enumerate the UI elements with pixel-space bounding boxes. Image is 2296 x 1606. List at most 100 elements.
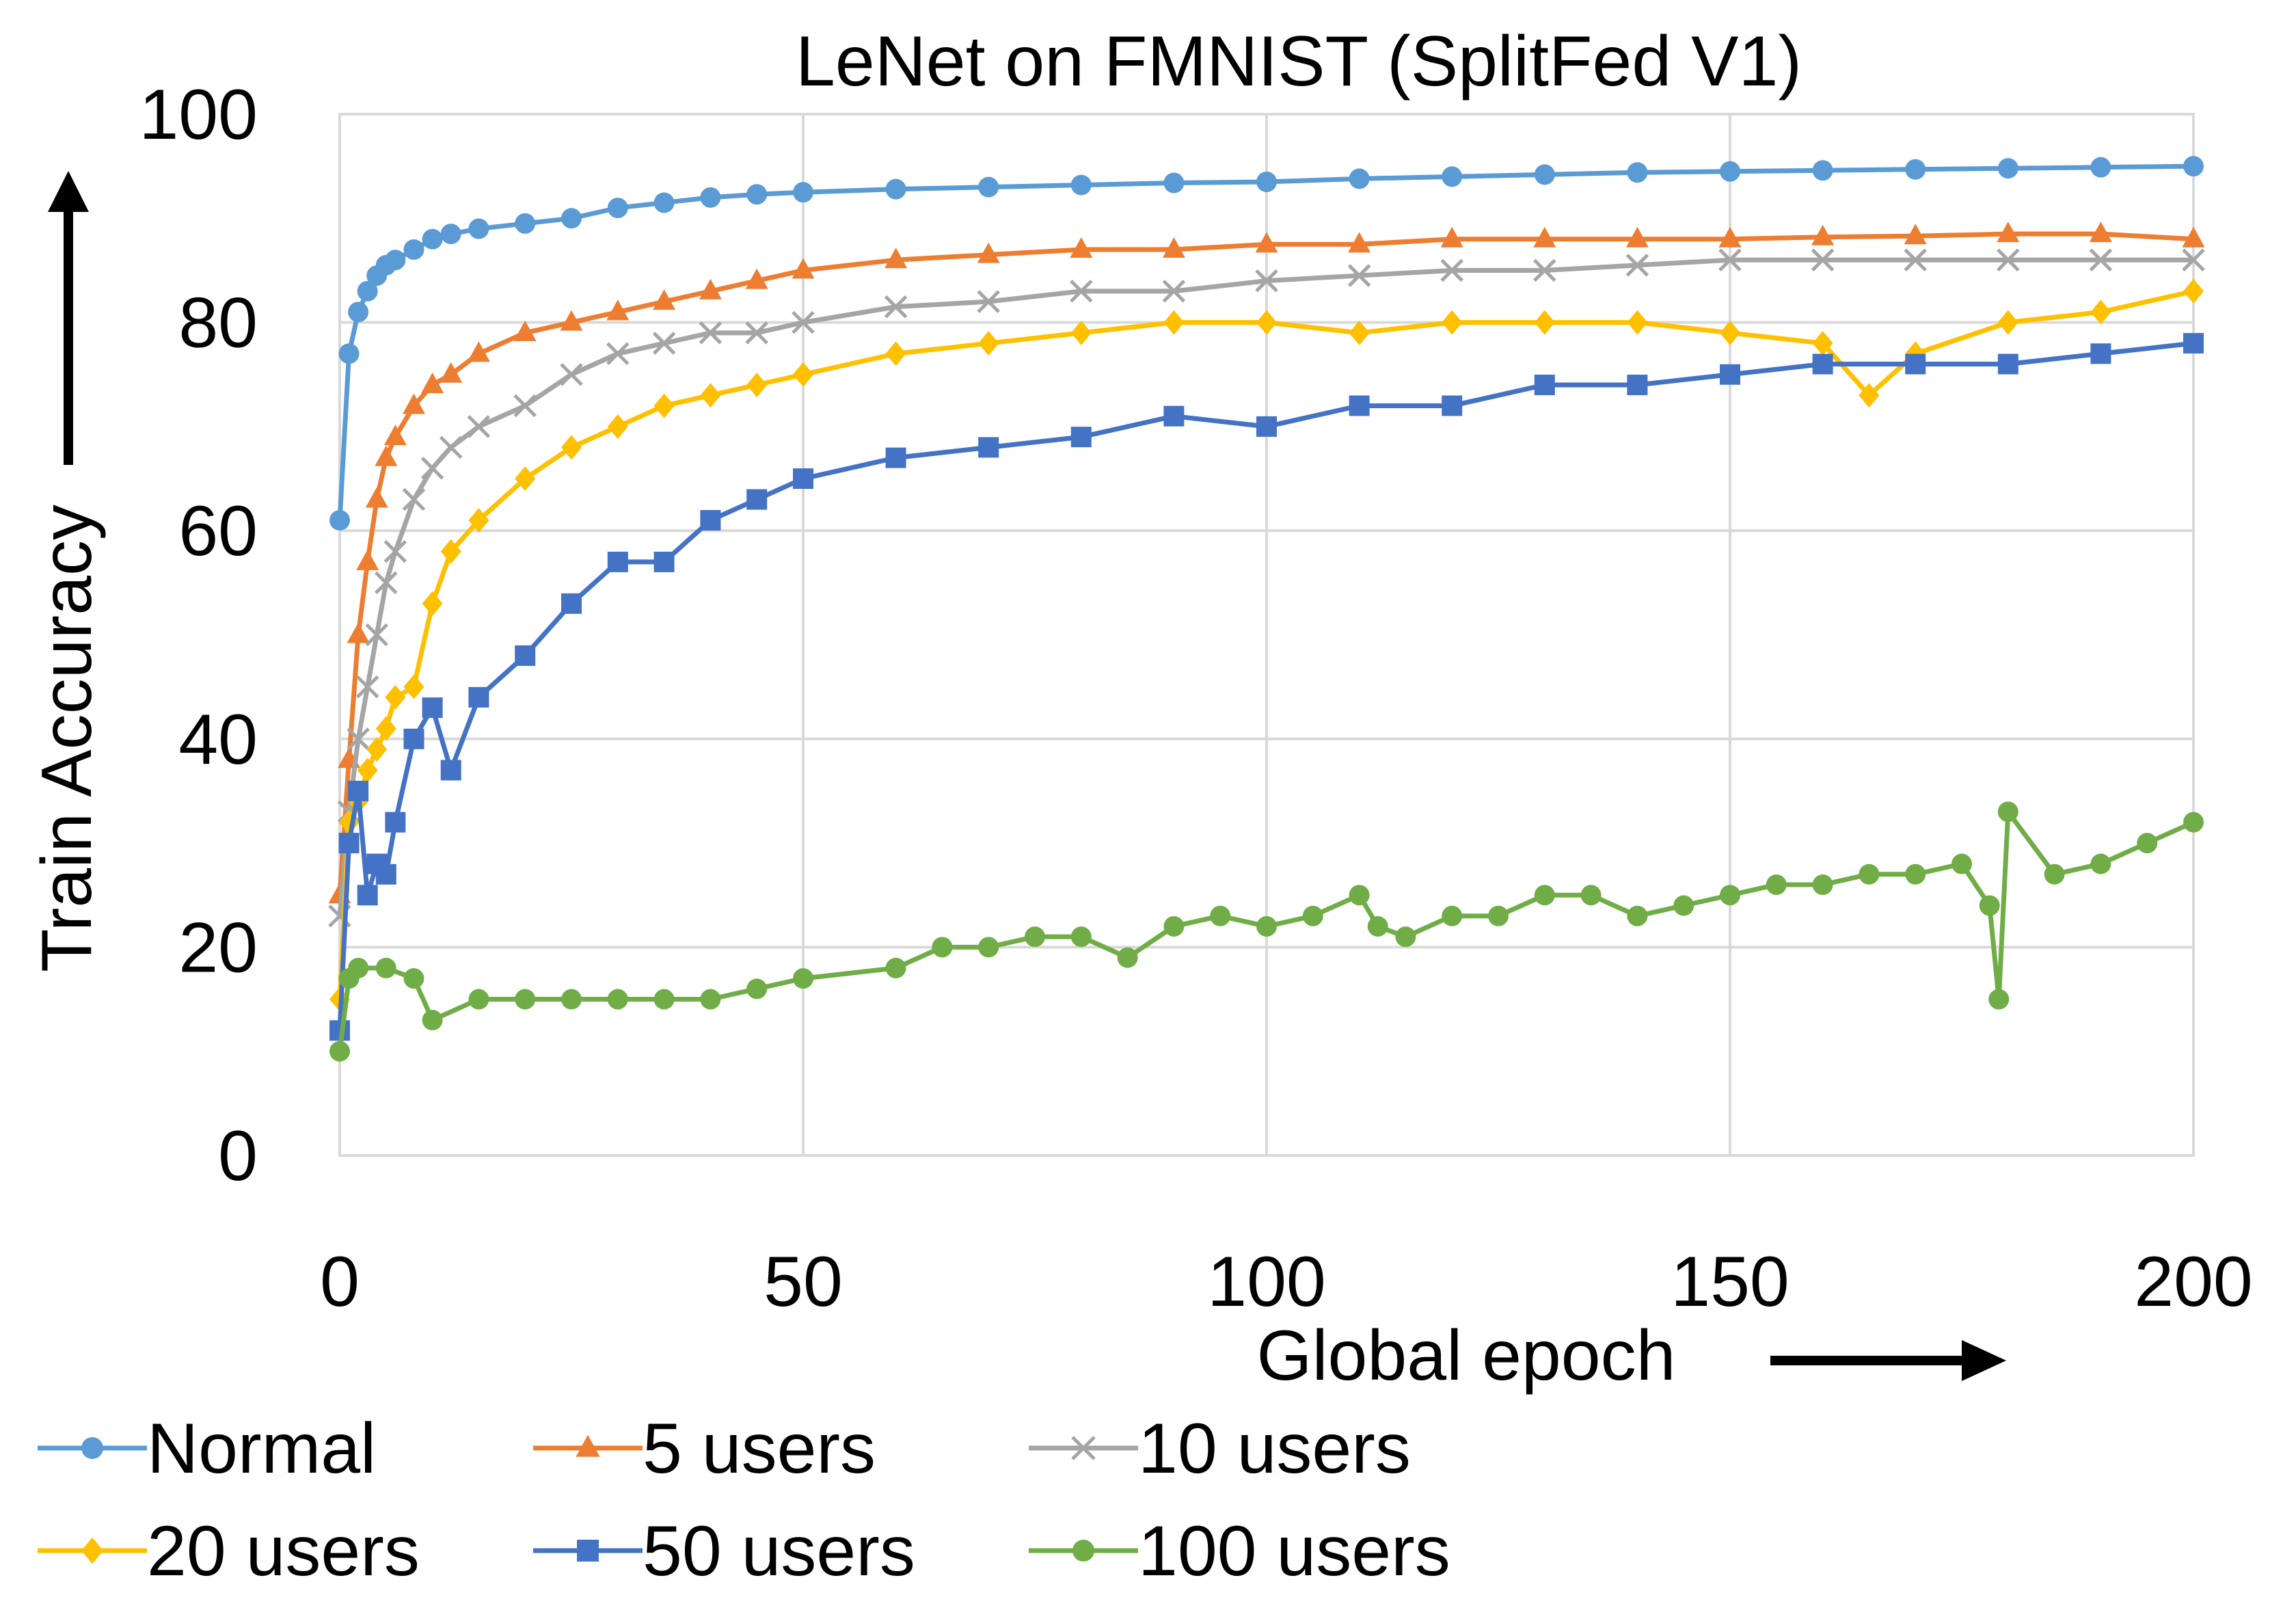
grid bbox=[338, 113, 2195, 1157]
data-point bbox=[422, 697, 443, 719]
data-point bbox=[1072, 1540, 1094, 1562]
data-point bbox=[1720, 364, 1740, 385]
data-point bbox=[421, 372, 444, 393]
data-point bbox=[1997, 801, 2018, 822]
data-point bbox=[1442, 905, 1463, 926]
data-point bbox=[1534, 164, 1555, 185]
data-point bbox=[699, 321, 722, 345]
series-line bbox=[337, 289, 2194, 1000]
data-point bbox=[1627, 905, 1648, 926]
data-point bbox=[653, 989, 675, 1010]
data-point bbox=[1627, 374, 1648, 395]
data-point bbox=[745, 268, 768, 289]
x-tick-label: 150 bbox=[1671, 1242, 1789, 1322]
data-point bbox=[746, 184, 768, 205]
data-point bbox=[932, 937, 953, 958]
data-point bbox=[746, 978, 768, 1000]
data-point bbox=[375, 716, 396, 741]
data-point bbox=[366, 737, 388, 762]
data-point bbox=[1070, 427, 1092, 448]
data-point bbox=[1718, 226, 1742, 247]
data-point bbox=[1163, 310, 1185, 335]
data-point bbox=[1162, 237, 1185, 258]
series-line bbox=[337, 805, 2195, 1052]
data-point bbox=[1256, 416, 1277, 437]
data-point bbox=[375, 957, 396, 978]
data-point bbox=[1070, 320, 1092, 345]
data-point bbox=[1348, 232, 1371, 253]
data-point bbox=[700, 187, 721, 208]
data-point bbox=[977, 290, 1000, 313]
data-point bbox=[403, 239, 424, 260]
data-point bbox=[1720, 885, 1740, 906]
data-point bbox=[439, 436, 463, 459]
data-point bbox=[1812, 874, 1833, 896]
data-point bbox=[468, 507, 489, 533]
data-point bbox=[1812, 353, 1833, 375]
data-point bbox=[1979, 895, 2000, 916]
data-point bbox=[576, 1434, 600, 1457]
data-point bbox=[440, 224, 461, 245]
data-point bbox=[1673, 895, 1694, 916]
x-axis-label: Global epoch bbox=[1257, 1316, 1676, 1395]
legend-label: 50 users bbox=[643, 1512, 915, 1591]
data-point bbox=[403, 728, 424, 749]
legend-item: 20 users bbox=[38, 1512, 420, 1591]
data-point bbox=[383, 539, 407, 563]
data-point bbox=[561, 989, 582, 1010]
data-point bbox=[1997, 158, 2018, 179]
data-point bbox=[338, 833, 360, 854]
data-point bbox=[1812, 160, 1833, 181]
data-point bbox=[513, 394, 537, 418]
data-point bbox=[2089, 248, 2113, 271]
x-tick-label: 0 bbox=[320, 1242, 360, 1322]
data-point bbox=[1533, 258, 1556, 282]
series-50-users bbox=[329, 333, 2204, 1041]
data-point bbox=[1349, 885, 1370, 906]
data-point bbox=[607, 989, 628, 1010]
data-point bbox=[440, 539, 461, 564]
data-point bbox=[402, 487, 426, 511]
data-point bbox=[1951, 853, 1972, 874]
data-point bbox=[422, 228, 443, 250]
data-point bbox=[1534, 374, 1555, 395]
data-point bbox=[1625, 254, 1649, 277]
data-point bbox=[2090, 853, 2111, 874]
data-point bbox=[357, 885, 378, 906]
data-point bbox=[515, 213, 536, 234]
data-point bbox=[1256, 310, 1277, 335]
data-point bbox=[1071, 1436, 1096, 1460]
data-point bbox=[560, 362, 583, 386]
y-tick-label: 20 bbox=[178, 908, 258, 987]
data-point bbox=[746, 489, 768, 510]
data-point bbox=[1720, 320, 1740, 345]
data-point bbox=[2044, 864, 2065, 885]
series-10-users bbox=[328, 248, 2205, 928]
data-point bbox=[561, 593, 582, 614]
data-point bbox=[884, 295, 908, 319]
data-point bbox=[365, 487, 388, 508]
x-tick-labels: 0 50 100 150 200 bbox=[320, 1242, 2253, 1322]
data-point bbox=[2090, 343, 2111, 364]
data-point bbox=[1349, 168, 1370, 189]
data-point bbox=[383, 425, 407, 446]
data-point bbox=[338, 343, 360, 364]
data-point bbox=[385, 812, 406, 833]
data-point bbox=[348, 957, 369, 978]
data-point bbox=[440, 362, 463, 383]
data-point bbox=[1070, 237, 1093, 258]
y-tick-label: 80 bbox=[178, 284, 258, 363]
data-point bbox=[1442, 310, 1463, 335]
legend: Normal 5 users 10 users 20 users 50 users 100… bbox=[38, 1409, 1450, 1591]
data-point bbox=[978, 937, 999, 958]
data-point bbox=[1442, 166, 1463, 187]
data-point bbox=[607, 198, 628, 219]
data-point bbox=[515, 645, 536, 666]
data-point bbox=[577, 1540, 599, 1562]
data-point bbox=[978, 176, 999, 198]
y-tick-label: 0 bbox=[218, 1116, 258, 1196]
data-point bbox=[652, 332, 676, 355]
data-point bbox=[1533, 226, 1556, 247]
y-tick-labels: 0 20 40 60 80 100 bbox=[139, 75, 258, 1196]
data-point bbox=[606, 342, 630, 366]
